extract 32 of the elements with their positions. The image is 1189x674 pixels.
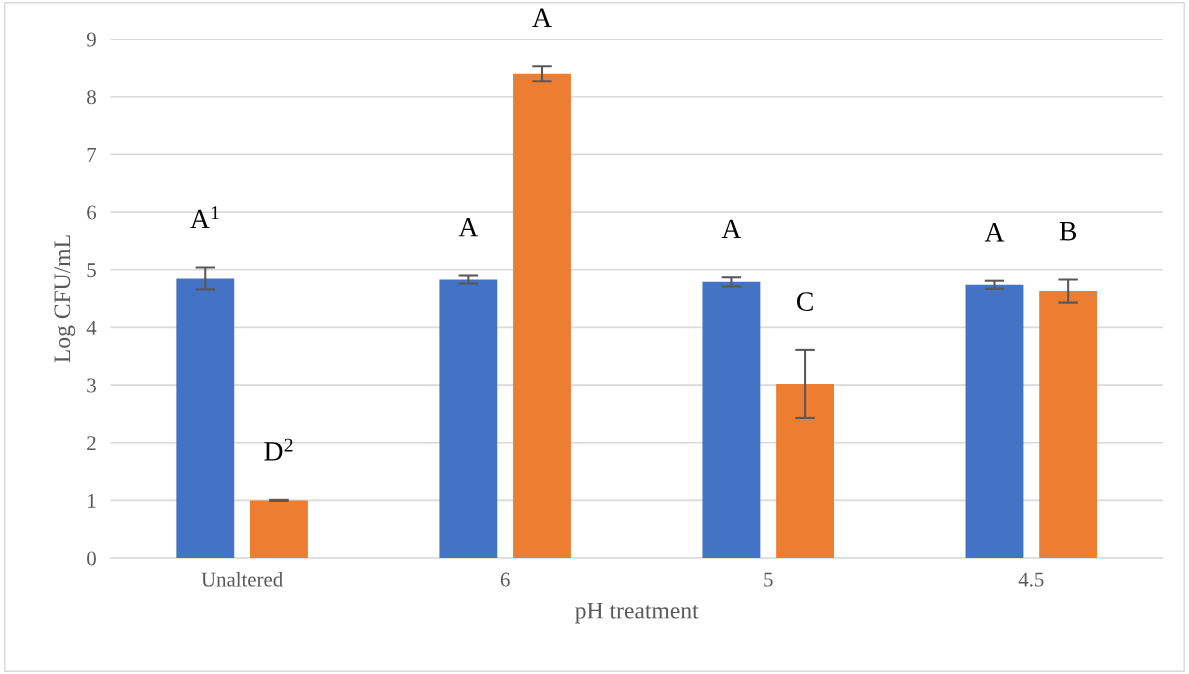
annotation: A [984, 223, 1005, 242]
bar [439, 279, 498, 559]
annotation: A [721, 219, 742, 238]
x-tick-label: 6 [500, 572, 510, 587]
y-tick-label: 8 [87, 90, 96, 105]
y-tick-label: 2 [87, 436, 96, 450]
annotation: A [458, 217, 479, 237]
y-axis-title: Log CFU/mL [54, 235, 76, 363]
x-axis-title: pH treatment [575, 602, 699, 624]
bar [702, 281, 761, 559]
text: A [532, 8, 552, 27]
bar [776, 383, 835, 559]
bar [1039, 291, 1098, 559]
bar [250, 500, 308, 559]
y-tick-label: 3 [87, 378, 96, 393]
bar [513, 73, 571, 559]
y-tick-label: 7 [87, 148, 97, 162]
x-tick-label: Unaltered [201, 571, 283, 587]
annotation: D$^{2}$ [264, 438, 293, 461]
annotation: C [796, 292, 813, 311]
annotation: B [1059, 222, 1077, 241]
y-tick-label: 6 [87, 205, 97, 220]
x-tick-label: 5 [764, 572, 773, 587]
bar [176, 278, 235, 559]
y-tick-label: 9 [86, 32, 96, 47]
y-tick-label: 5 [87, 263, 96, 278]
y-tick-label: 4 [86, 320, 97, 335]
x-tick-label: 4.5 [1018, 572, 1044, 587]
bar [965, 284, 1024, 559]
annotation: A$^{1}$ [190, 206, 219, 229]
y-tick-label: 1 [88, 493, 96, 508]
y-tick-label: 0 [87, 551, 96, 566]
